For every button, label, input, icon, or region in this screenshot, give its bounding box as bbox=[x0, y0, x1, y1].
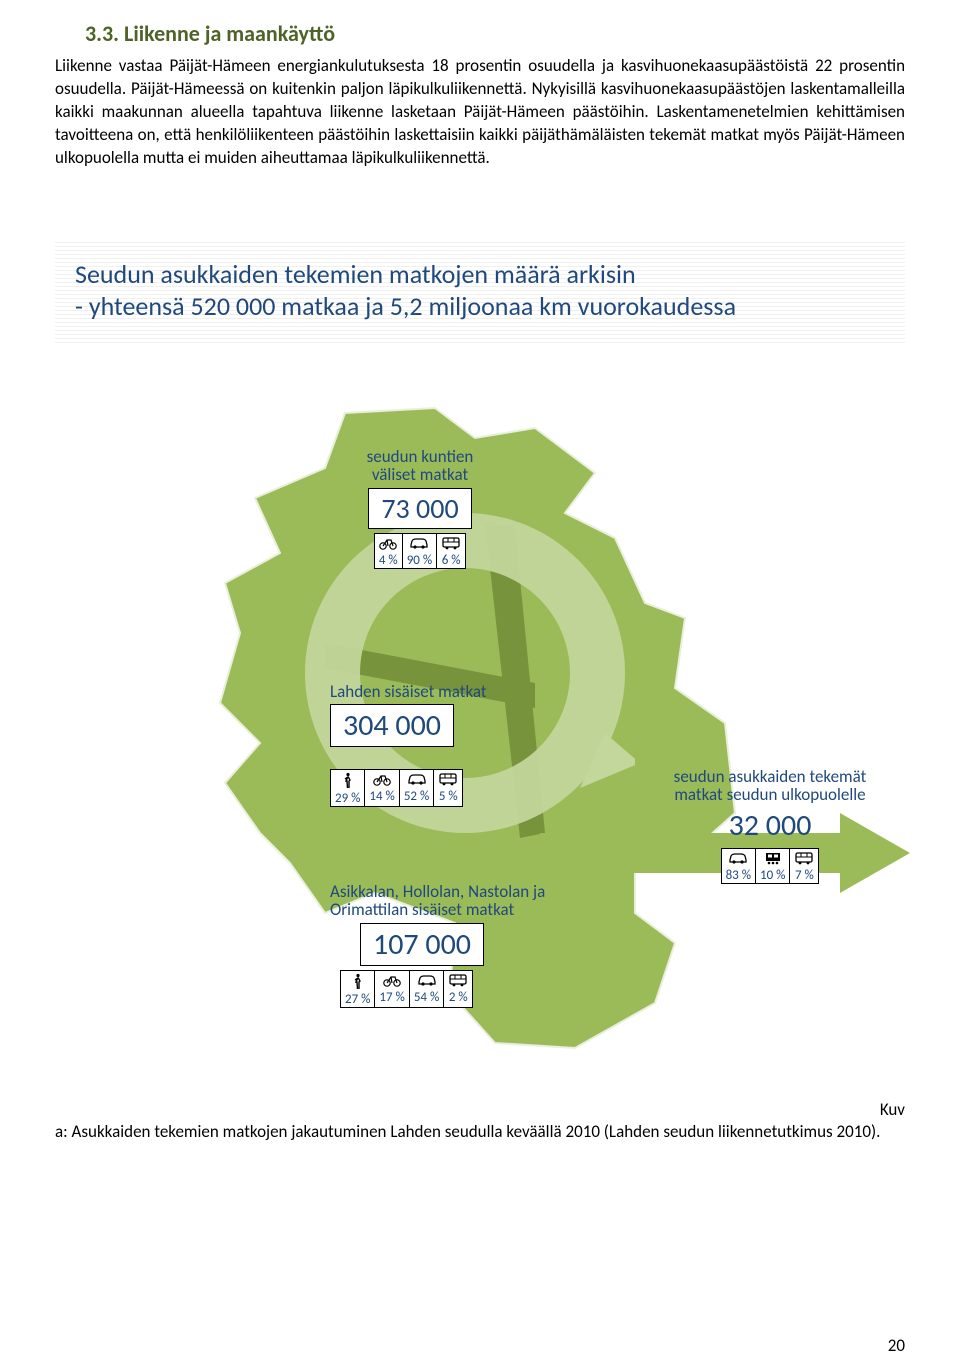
mode-cell: 29 % bbox=[330, 769, 365, 807]
mode-cell: 10 % bbox=[756, 848, 790, 884]
bus-icon bbox=[794, 851, 814, 868]
mode-cell: 17 % bbox=[375, 970, 409, 1008]
mode-row: 27 % 17 % 54 % 2 % bbox=[340, 970, 590, 1008]
mode-percent: 52 % bbox=[404, 790, 429, 803]
mode-cell: 52 % bbox=[400, 769, 434, 807]
figure-caption: Kuv a: Asukkaiden tekemien matkojen jaka… bbox=[55, 1099, 905, 1143]
bike-icon bbox=[383, 973, 401, 990]
mode-percent: 6 % bbox=[442, 554, 461, 567]
car-icon bbox=[728, 851, 748, 868]
bike-icon bbox=[379, 536, 397, 553]
page-number: 20 bbox=[888, 1335, 905, 1356]
mode-cell: 4 % bbox=[374, 533, 403, 569]
mode-cell: 54 % bbox=[410, 970, 444, 1008]
stat-value: 32 000 bbox=[665, 807, 875, 844]
mode-cell: 2 % bbox=[444, 970, 473, 1008]
bus-icon bbox=[441, 536, 461, 553]
mode-cell: 83 % bbox=[721, 848, 756, 884]
mode-percent: 14 % bbox=[369, 790, 394, 803]
stat-value: 304 000 bbox=[330, 704, 454, 747]
mode-percent: 10 % bbox=[760, 869, 785, 882]
stat-value: 107 000 bbox=[360, 923, 484, 966]
stat-label: seudun asukkaiden tekemät matkat seudun … bbox=[665, 768, 875, 805]
stat-lahti-internal: Lahden sisäiset matkat 304 000 29 % 14 % 5… bbox=[330, 683, 560, 808]
mode-percent: 54 % bbox=[414, 991, 439, 1004]
mode-cell: 90 % bbox=[403, 533, 437, 569]
bus-icon bbox=[438, 772, 458, 789]
mode-cell: 5 % bbox=[434, 769, 463, 807]
trips-infographic: seudun kuntienväliset matkat 73 000 4 % 9… bbox=[55, 373, 905, 1093]
bus-icon bbox=[448, 973, 468, 990]
mode-percent: 2 % bbox=[449, 991, 468, 1004]
mode-percent: 7 % bbox=[795, 869, 814, 882]
mode-percent: 17 % bbox=[379, 991, 404, 1004]
mode-cell: 14 % bbox=[365, 769, 399, 807]
caption-text: a: Asukkaiden tekemien matkojen jakautum… bbox=[55, 1121, 880, 1142]
mode-percent: 27 % bbox=[345, 993, 370, 1006]
mode-percent: 90 % bbox=[407, 554, 432, 567]
mode-cell: 7 % bbox=[790, 848, 819, 884]
callout-line-1: Seudun asukkaiden tekemien matkojen määr… bbox=[75, 258, 885, 291]
mode-percent: 4 % bbox=[379, 554, 398, 567]
mode-percent: 29 % bbox=[335, 792, 360, 805]
stat-other-internal: Asikkalan, Hollolan, Nastolan ja Orimatt… bbox=[330, 883, 590, 1008]
car-icon bbox=[407, 772, 427, 789]
callout-line-2: - yhteensä 520 000 matkaa ja 5,2 miljoon… bbox=[75, 290, 885, 323]
caption-prefix: Kuv bbox=[880, 1099, 905, 1121]
bike-icon bbox=[373, 772, 391, 789]
body-paragraph: Liikenne vastaa Päijät-Hämeen energianku… bbox=[55, 55, 905, 170]
stat-external: seudun asukkaiden tekemät matkat seudun … bbox=[665, 768, 875, 884]
stat-value: 73 000 bbox=[368, 488, 471, 529]
walk-icon bbox=[340, 772, 356, 791]
stat-label: seudun kuntienväliset matkat bbox=[330, 448, 510, 485]
mode-row: 83 % 10 % 7 % bbox=[665, 848, 875, 884]
mode-row: 29 % 14 % 52 % 5 % bbox=[330, 769, 560, 807]
mode-cell: 6 % bbox=[437, 533, 466, 569]
mode-percent: 83 % bbox=[726, 869, 751, 882]
stat-intermunicipal: seudun kuntienväliset matkat 73 000 4 % 9… bbox=[330, 448, 510, 569]
train-icon bbox=[763, 851, 783, 868]
section-heading: 3.3. Liikenne ja maankäyttö bbox=[55, 20, 905, 47]
stat-label: Lahden sisäiset matkat bbox=[330, 683, 560, 702]
car-icon bbox=[409, 536, 429, 553]
callout-box: Seudun asukkaiden tekemien matkojen määr… bbox=[55, 240, 905, 343]
mode-percent: 5 % bbox=[439, 790, 458, 803]
mode-row: 4 % 90 % 6 % bbox=[330, 533, 510, 569]
walk-icon bbox=[350, 973, 366, 992]
mode-cell: 27 % bbox=[340, 970, 375, 1008]
stat-label: Asikkalan, Hollolan, Nastolan ja Orimatt… bbox=[330, 883, 590, 920]
car-icon bbox=[417, 973, 437, 990]
